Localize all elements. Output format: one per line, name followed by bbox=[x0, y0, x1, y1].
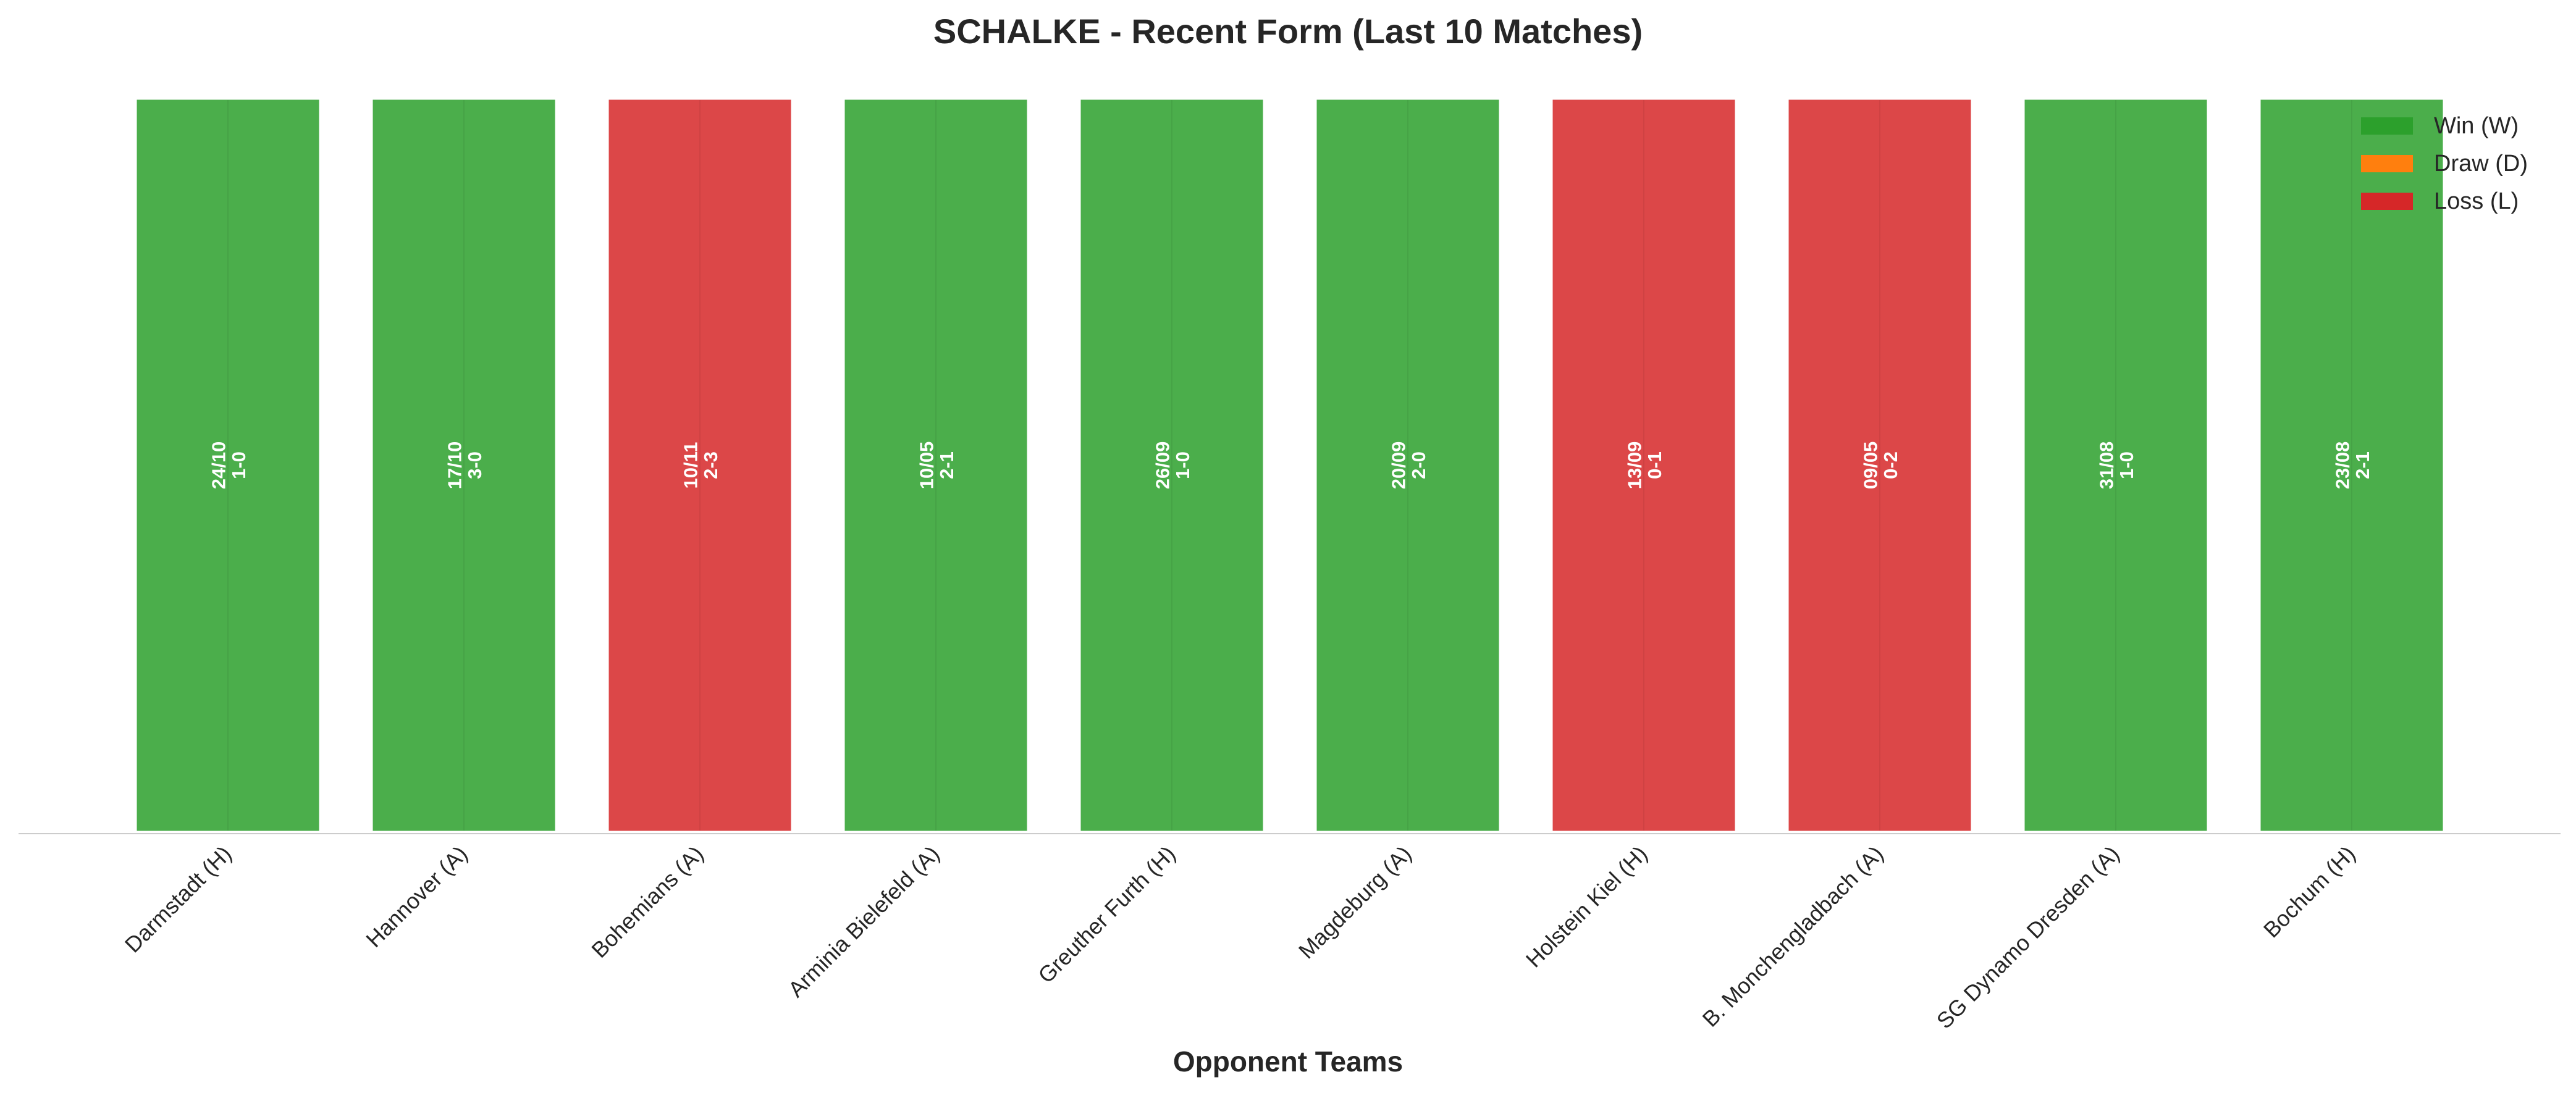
legend: Win (W) Draw (D) Loss (L) bbox=[2361, 113, 2528, 214]
bar-group: 31/081-0 bbox=[2022, 98, 2209, 833]
bars-layer: 24/101-0 17/103-0 10/112-3 10/052-1 26/091-0… bbox=[135, 98, 2445, 833]
bar-label: 10/052-1 bbox=[915, 442, 958, 490]
legend-item: Loss (L) bbox=[2361, 188, 2519, 214]
bar-label-date: 09/05 bbox=[1859, 442, 1881, 490]
bar-label-score: 2-0 bbox=[1408, 451, 1429, 479]
bar-group: 10/112-3 bbox=[607, 98, 793, 833]
bar-label-score: 0-1 bbox=[1644, 451, 1665, 479]
bar-label-date: 13/09 bbox=[1623, 442, 1645, 490]
bar-label-date: 10/11 bbox=[680, 442, 701, 489]
bar-label: 13/090-1 bbox=[1623, 442, 1665, 490]
bar-label: 20/092-0 bbox=[1387, 442, 1429, 490]
legend-swatch bbox=[2361, 193, 2413, 210]
bar-label-score: 1-0 bbox=[2116, 451, 2137, 479]
bar-label: 31/081-0 bbox=[2095, 442, 2137, 490]
x-tick-label: Bohemians (A) bbox=[586, 841, 708, 963]
chart-title: SCHALKE - Recent Form (Last 10 Matches) bbox=[933, 12, 1643, 51]
bar-group: 17/103-0 bbox=[371, 98, 557, 833]
bar-group: 23/082-1 bbox=[2258, 98, 2445, 833]
bar-label-score: 2-1 bbox=[2352, 451, 2373, 479]
x-tick-label: Bochum (H) bbox=[2258, 841, 2360, 943]
legend-item: Win (W) bbox=[2361, 113, 2519, 139]
bar-label: 10/112-3 bbox=[680, 442, 722, 489]
bar-group: 24/101-0 bbox=[135, 98, 321, 833]
bar bbox=[2022, 98, 2209, 833]
bar-label: 17/103-0 bbox=[444, 442, 486, 490]
bar bbox=[1551, 98, 1737, 833]
x-tick-label: Holstein Kiel (H) bbox=[1521, 841, 1652, 973]
x-tick-labels: Darmstadt (H) Hannover (A) Bohemians (A) Ar… bbox=[120, 841, 2360, 1034]
legend-swatch bbox=[2361, 117, 2413, 135]
x-tick-label: Darmstadt (H) bbox=[120, 841, 237, 958]
bar bbox=[843, 98, 1029, 833]
bar-label-score: 2-3 bbox=[700, 451, 722, 479]
bar-label: 23/082-1 bbox=[2331, 442, 2373, 490]
bar-label-score: 3-0 bbox=[464, 451, 486, 479]
bar-label-date: 20/09 bbox=[1387, 442, 1409, 490]
bar bbox=[2258, 98, 2445, 833]
bar bbox=[371, 98, 557, 833]
bar-group: 10/052-1 bbox=[843, 98, 1029, 833]
x-tick-label: SG Dynamo Dresden (A) bbox=[1932, 841, 2124, 1034]
bar-label-score: 1-0 bbox=[1172, 451, 1193, 479]
legend-label: Win (W) bbox=[2434, 113, 2519, 139]
bar-label: 26/091-0 bbox=[1151, 442, 1193, 490]
legend-label: Loss (L) bbox=[2434, 188, 2519, 214]
bar-group: 09/050-2 bbox=[1787, 98, 1973, 833]
bar bbox=[135, 98, 321, 833]
bar-group: 26/091-0 bbox=[1079, 98, 1265, 833]
bar bbox=[1315, 98, 1501, 833]
bar-label: 09/050-2 bbox=[1859, 442, 1901, 490]
bar-label-date: 23/08 bbox=[2331, 442, 2353, 490]
x-tick-label: Greuther Furth (H) bbox=[1033, 841, 1180, 988]
x-tick-label: Hannover (A) bbox=[361, 841, 472, 952]
x-tick-label: Arminia Bielefeld (A) bbox=[783, 841, 945, 1002]
x-tick-label: Magdeburg (A) bbox=[1294, 841, 1416, 964]
bar-group: 20/092-0 bbox=[1315, 98, 1501, 833]
bar-label-score: 1-0 bbox=[228, 451, 250, 479]
bar-label: 24/101-0 bbox=[208, 442, 250, 490]
bar-label-score: 0-2 bbox=[1880, 451, 1901, 479]
bar bbox=[1787, 98, 1973, 833]
bar-label-date: 24/10 bbox=[208, 442, 229, 490]
legend-label: Draw (D) bbox=[2434, 151, 2528, 177]
legend-item: Draw (D) bbox=[2361, 151, 2528, 177]
bar bbox=[1079, 98, 1265, 833]
x-tick-label: B. Monchengladbach (A) bbox=[1697, 841, 1888, 1032]
bar-label-date: 10/05 bbox=[915, 442, 937, 490]
bar bbox=[607, 98, 793, 833]
bar-group: 13/090-1 bbox=[1551, 98, 1737, 833]
x-axis-label: Opponent Teams bbox=[1173, 1045, 1403, 1078]
bar-label-date: 31/08 bbox=[2095, 442, 2117, 490]
bar-label-date: 17/10 bbox=[444, 442, 465, 490]
legend-swatch bbox=[2361, 155, 2413, 172]
bar-label-score: 2-1 bbox=[936, 451, 958, 479]
bar-label-date: 26/09 bbox=[1151, 442, 1173, 490]
